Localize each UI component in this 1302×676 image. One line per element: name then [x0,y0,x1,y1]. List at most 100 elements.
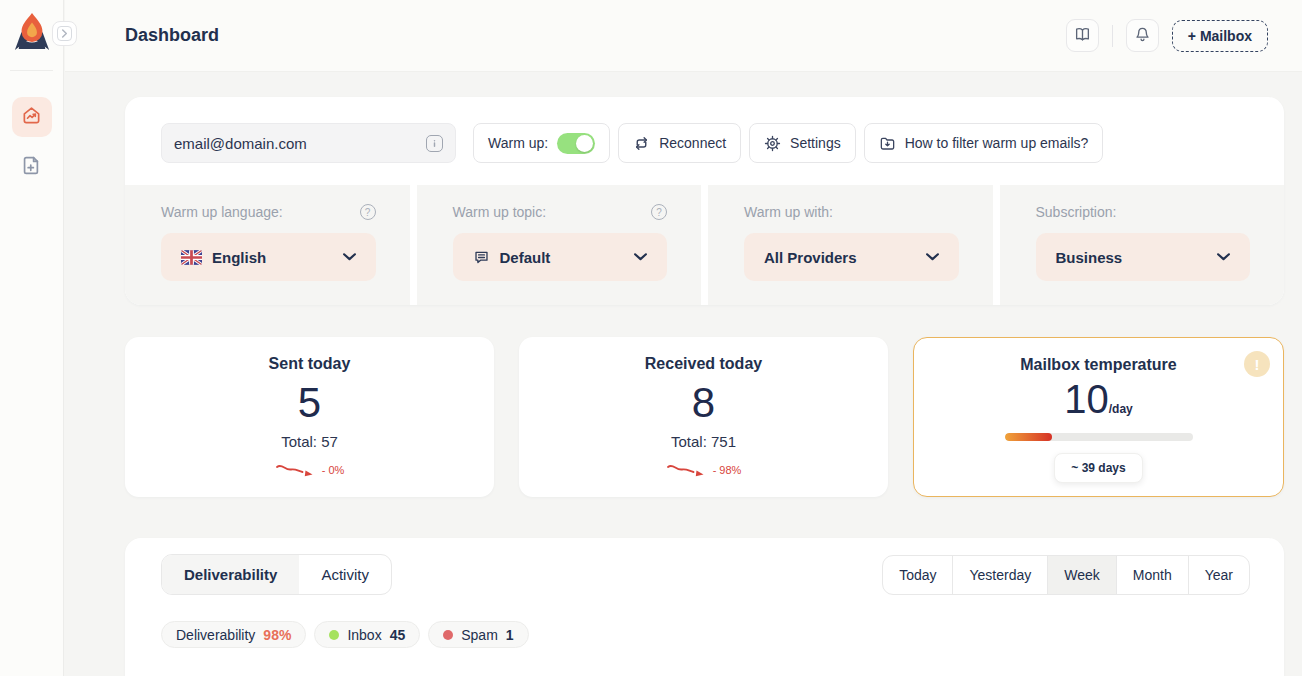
stat-total: Total: 751 [671,433,736,450]
dropdown-value: All Providers [764,249,857,266]
info-icon[interactable] [426,135,443,152]
top-bar: Dashboard + Mailbox [65,0,1302,72]
trend-label: - 0% [322,464,345,476]
legend-inbox[interactable]: Inbox 45 [314,621,420,648]
main-content: email@domain.com Warm up: [65,72,1302,676]
chevron-down-icon [634,253,647,261]
alert-icon[interactable]: ! [1244,351,1270,377]
warmup-label: Warm up: [488,135,548,151]
topic-dropdown[interactable]: Default [453,233,668,281]
settings-label: Settings [790,135,841,151]
trend-down-icon [275,461,317,479]
help-icon[interactable]: ? [360,204,376,220]
legend-label: Inbox [347,627,381,643]
sidebar-collapse-button[interactable] [52,21,77,46]
email-field[interactable]: email@domain.com [161,123,456,163]
chart-card: Deliverability Activity Today Yesterday … [125,538,1284,676]
language-dropdown[interactable]: English [161,233,376,281]
reconnect-button[interactable]: Reconnect [618,123,741,163]
sidebar [0,0,64,676]
range-year[interactable]: Year [1189,556,1249,594]
sidebar-nav [0,97,63,187]
uk-flag-icon [181,250,202,265]
received-today-card: Received today 8 Total: 751 - 98% [519,337,888,497]
warmup-toggle[interactable] [557,133,595,154]
temperature-value: 10/day [1064,379,1133,419]
dropdown-value: Default [500,249,551,266]
file-plus-icon [21,155,42,180]
dropdown-value: English [212,249,266,266]
add-mailbox-label: + Mailbox [1188,28,1252,44]
stat-title: Sent today [269,355,351,373]
gear-icon [764,135,781,152]
subscription-dropdown[interactable]: Business [1036,233,1251,281]
legend-spam[interactable]: Spam 1 [428,621,528,648]
settings-button[interactable]: Settings [749,123,856,163]
header-actions: + Mailbox [1066,19,1268,52]
header-divider [1112,25,1113,47]
stat-title: Mailbox temperature [1020,356,1176,374]
providers-dropdown[interactable]: All Providers [744,233,959,281]
chart-tabs: Deliverability Activity [161,554,392,595]
sidebar-divider [10,70,53,71]
page-title: Dashboard [125,25,219,46]
temperature-progress [1005,433,1193,441]
subscription-column: Subscription: Business [1000,185,1285,305]
range-today[interactable]: Today [883,556,953,594]
chevron-down-icon [343,253,356,261]
range-week[interactable]: Week [1048,556,1117,594]
sidebar-item-dashboard[interactable] [12,97,52,137]
add-mailbox-button[interactable]: + Mailbox [1172,20,1268,52]
folder-download-icon [879,135,896,152]
sidebar-item-add-file[interactable] [12,147,52,187]
range-yesterday[interactable]: Yesterday [953,556,1048,594]
mailbox-temperature-card: ! Mailbox temperature 10/day ~ 39 days [913,337,1284,497]
warmup-settings-row: Warm up language: ? English [125,185,1284,305]
column-label: Warm up topic: [453,204,547,220]
dropdown-value: Business [1056,249,1123,266]
chart-header: Deliverability Activity Today Yesterday … [161,554,1250,595]
column-label: Warm up language: [161,204,283,220]
mailbox-settings-card: email@domain.com Warm up: [125,97,1284,305]
warmup-language-column: Warm up language: ? English [125,185,410,305]
notifications-button[interactable] [1126,19,1159,52]
app-logo [13,10,51,54]
temperature-unit: /day [1109,402,1133,419]
column-label: Warm up with: [744,204,833,220]
legend-deliverability[interactable]: Deliverability 98% [161,621,306,648]
docs-button[interactable] [1066,19,1099,52]
trend-down-icon [666,461,708,479]
help-icon[interactable]: ? [651,204,667,220]
bell-icon [1134,26,1151,46]
inbox-dot-icon [329,630,339,640]
tab-activity[interactable]: Activity [299,555,391,594]
trend-label: - 98% [713,464,742,476]
stat-value: 8 [692,382,715,424]
sent-today-card: Sent today 5 Total: 57 - 0% [125,337,494,497]
stats-row: Sent today 5 Total: 57 - 0% Received tod… [125,337,1284,497]
chevron-down-icon [1217,253,1230,261]
legend-label: Deliverability [176,627,255,643]
chevron-right-icon [57,26,72,41]
days-estimate-badge: ~ 39 days [1054,453,1142,483]
book-icon [1074,26,1091,46]
filter-help-button[interactable]: How to filter warm up emails? [864,123,1104,163]
reconnect-label: Reconnect [659,135,726,151]
chevron-down-icon [926,253,939,261]
legend-value: 1 [506,627,514,643]
temperature-progress-fill [1005,433,1052,441]
legend-value: 98% [263,627,291,643]
column-label: Subscription: [1036,204,1117,220]
stat-title: Received today [645,355,762,373]
mailbox-toolbar: email@domain.com Warm up: [125,97,1284,185]
range-filter: Today Yesterday Week Month Year [882,555,1250,595]
warmup-with-column: Warm up with: All Providers [708,185,993,305]
spam-dot-icon [443,630,453,640]
stat-total: Total: 57 [281,433,338,450]
filter-help-label: How to filter warm up emails? [905,135,1089,151]
tab-deliverability[interactable]: Deliverability [162,555,299,594]
legend-value: 45 [390,627,406,643]
temperature-number: 10 [1064,379,1109,419]
chat-icon [473,249,490,266]
range-month[interactable]: Month [1117,556,1189,594]
